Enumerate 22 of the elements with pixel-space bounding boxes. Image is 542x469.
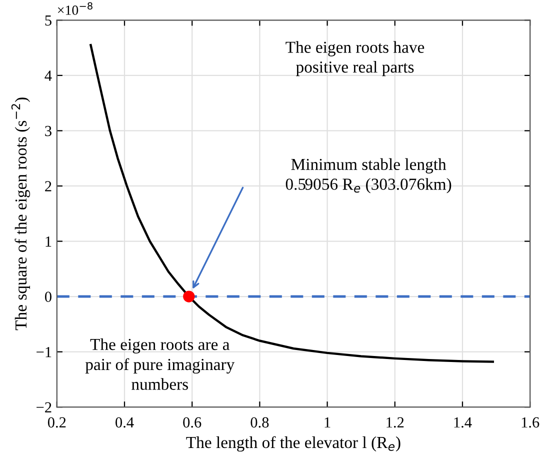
x-tick-label: 1.6: [522, 417, 540, 428]
y-tick-label: 5: [45, 15, 52, 26]
y-axis-title: The square of the eigen roots (s$^{−2}$): [11, 98, 30, 330]
x-tick-label: 1.2: [386, 417, 404, 428]
x-tick-label: 0.2: [48, 417, 66, 428]
y-tick-label: 0: [44, 292, 52, 302]
y-tick-label: −2: [36, 402, 52, 412]
x-tick-label: 1.4: [454, 417, 472, 428]
y-tick-label: 3: [45, 126, 52, 136]
x-tick-label: 1: [324, 417, 330, 428]
x-tick-label: 0.4: [116, 417, 134, 428]
annotation: The eigen roots are a pair of pure imaginary numbers: [85, 338, 235, 390]
text: ×10$^{−8}$: [58, 2, 92, 15]
annotation: Minimum stable length 0.59056 R$_{e}$ (303.076km): [286, 158, 452, 194]
y-tick-label: −1: [36, 347, 52, 358]
annotation: The eigen roots have positive real parts: [286, 41, 424, 76]
x-tick-label: 0.6: [183, 417, 202, 428]
y-tick-label: 2: [45, 181, 52, 192]
x-tick-label: 0.8: [250, 417, 269, 428]
y-tick-label: 4: [44, 70, 52, 81]
y-tick-label: 1: [46, 236, 52, 247]
x-axis-title: The length of the elevator l (R$_{e}$): [186, 436, 400, 452]
